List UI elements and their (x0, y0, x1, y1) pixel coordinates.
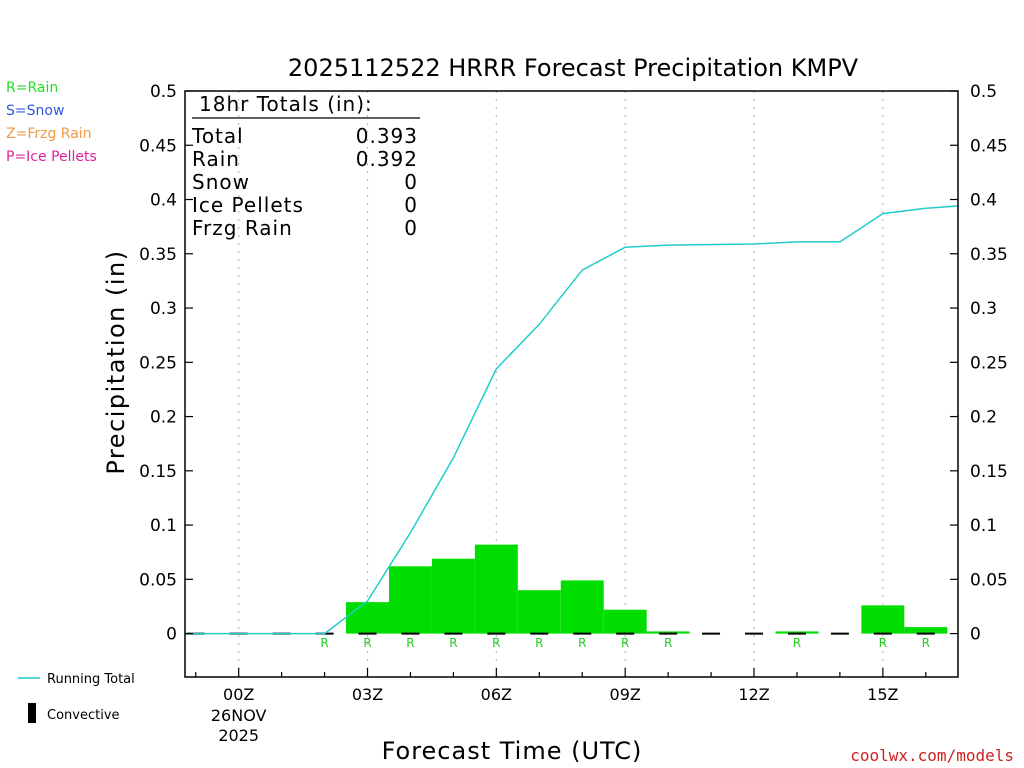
y-tick-label-left-6: 0.3 (150, 299, 177, 319)
x-tick-label-3: 09Z (610, 685, 641, 704)
ptype-marker-3: R (449, 636, 457, 650)
precip-bar-7 (474, 544, 518, 634)
precip-bar-4 (346, 602, 389, 634)
y-tick-label-right-4: 0.2 (970, 408, 997, 428)
precip-bar-16 (861, 605, 905, 634)
totals-row-value-0: 0.393 (356, 124, 418, 148)
convective-legend-swatch (28, 703, 36, 723)
y-tick-label-left-7: 0.35 (139, 245, 177, 265)
precip-bar-11 (646, 631, 690, 634)
totals-row-name-2: Snow (192, 170, 250, 194)
x-tick-year-0: 2025 (218, 726, 259, 745)
x-tick-label-0: 00Z (223, 685, 254, 704)
ptype-marker-7: R (621, 636, 629, 650)
totals-box: 18hr Totals (in): Total 0.393 Rain 0.392 Snow… (191, 92, 420, 240)
legend-ice-pellets: P=Ice Pellets (6, 149, 97, 165)
convective-legend-label: Convective (47, 708, 120, 723)
credit-text: coolwx.com/models (850, 746, 1014, 765)
precip-bar-14 (775, 631, 819, 634)
y-tick-label-right-10: 0.5 (970, 82, 997, 102)
y-tick-label-right-5: 0.25 (970, 353, 1008, 373)
y-tick-label-left-2: 0.1 (150, 516, 177, 536)
ptype-marker-6: R (578, 636, 586, 650)
y-tick-label-left-5: 0.25 (139, 353, 177, 373)
precip-bar-8 (517, 590, 561, 634)
running-total-line (185, 205, 959, 635)
x-tick-label-4: 12Z (738, 685, 769, 704)
chart-title: 2025112522 HRRR Forecast Precipitation K… (288, 54, 859, 82)
y-axis-label: Precipitation (in) (102, 249, 130, 474)
totals-row-name-3: Ice Pellets (192, 193, 304, 217)
y-tick-label-left-8: 0.4 (150, 191, 177, 211)
x-tick-label-1: 03Z (352, 685, 383, 704)
ptype-marker-10: R (879, 636, 887, 650)
ptype-marker-2: R (406, 636, 414, 650)
running-total-legend-label: Running Total (47, 672, 135, 687)
y-tick-label-right-3: 0.15 (970, 462, 1008, 482)
totals-row-name-1: Rain (192, 147, 240, 171)
y-tick-label-left-4: 0.2 (150, 408, 177, 428)
x-tick-date-0: 26NOV (211, 706, 267, 725)
precip-bar-9 (560, 580, 604, 634)
y-tick-label-left-0: 0 (166, 625, 177, 645)
ptype-marker-4: R (492, 636, 500, 650)
ptype-marker-5: R (535, 636, 543, 650)
ptype-marker-9: R (793, 636, 801, 650)
totals-row-value-4: 0 (404, 216, 418, 240)
y-tick-label-left-1: 0.05 (139, 570, 177, 590)
totals-row-value-2: 0 (404, 170, 418, 194)
running-total-series (185, 205, 959, 635)
y-tick-label-right-9: 0.45 (970, 136, 1008, 156)
x-tick-label-2: 06Z (481, 685, 512, 704)
precip-bar-6 (431, 558, 475, 634)
totals-row-value-3: 0 (404, 193, 418, 217)
ptype-marker-0: R (320, 636, 328, 650)
x-axis-label: Forecast Time (UTC) (382, 737, 643, 765)
ptype-marker-11: R (922, 636, 930, 650)
plot-axes (184, 90, 959, 678)
legend-rain: R=Rain (6, 80, 59, 96)
ptype-marker-8: R (664, 636, 672, 650)
y-tick-label-right-7: 0.35 (970, 245, 1008, 265)
y-tick-label-left-10: 0.5 (150, 82, 177, 102)
precip-bar-17 (904, 627, 948, 634)
totals-row-value-1: 0.392 (356, 147, 418, 171)
hourly-bars (186, 544, 948, 635)
precip-bar-5 (388, 566, 432, 634)
legend-snow: S=Snow (6, 103, 65, 119)
y-tick-label-right-0: 0 (970, 625, 981, 645)
totals-heading: 18hr Totals (in): (199, 92, 373, 116)
ptype-legend: R=Rain S=Snow Z=Frzg Rain P=Ice Pellets (6, 80, 156, 180)
gridlines (238, 91, 884, 677)
y-tick-label-right-1: 0.05 (970, 570, 1008, 590)
y-axis-ticks: 0 00.05 0.050.1 0.10.15 0.150.2 0.20.25 0.250.… (139, 82, 1008, 645)
y-tick-label-left-3: 0.15 (139, 462, 177, 482)
precip-bar-10 (603, 609, 647, 634)
y-tick-label-left-9: 0.45 (139, 136, 177, 156)
y-tick-label-right-2: 0.1 (970, 516, 997, 536)
x-tick-label-5: 15Z (867, 685, 898, 704)
totals-row-name-0: Total (191, 124, 244, 148)
plot-frame (184, 90, 959, 678)
y-tick-label-right-8: 0.4 (970, 191, 997, 211)
y-tick-label-right-6: 0.3 (970, 299, 997, 319)
ptype-marker-1: R (363, 636, 371, 650)
totals-row-name-4: Frzg Rain (192, 216, 293, 240)
legend-frzg-rain: Z=Frzg Rain (6, 126, 92, 142)
